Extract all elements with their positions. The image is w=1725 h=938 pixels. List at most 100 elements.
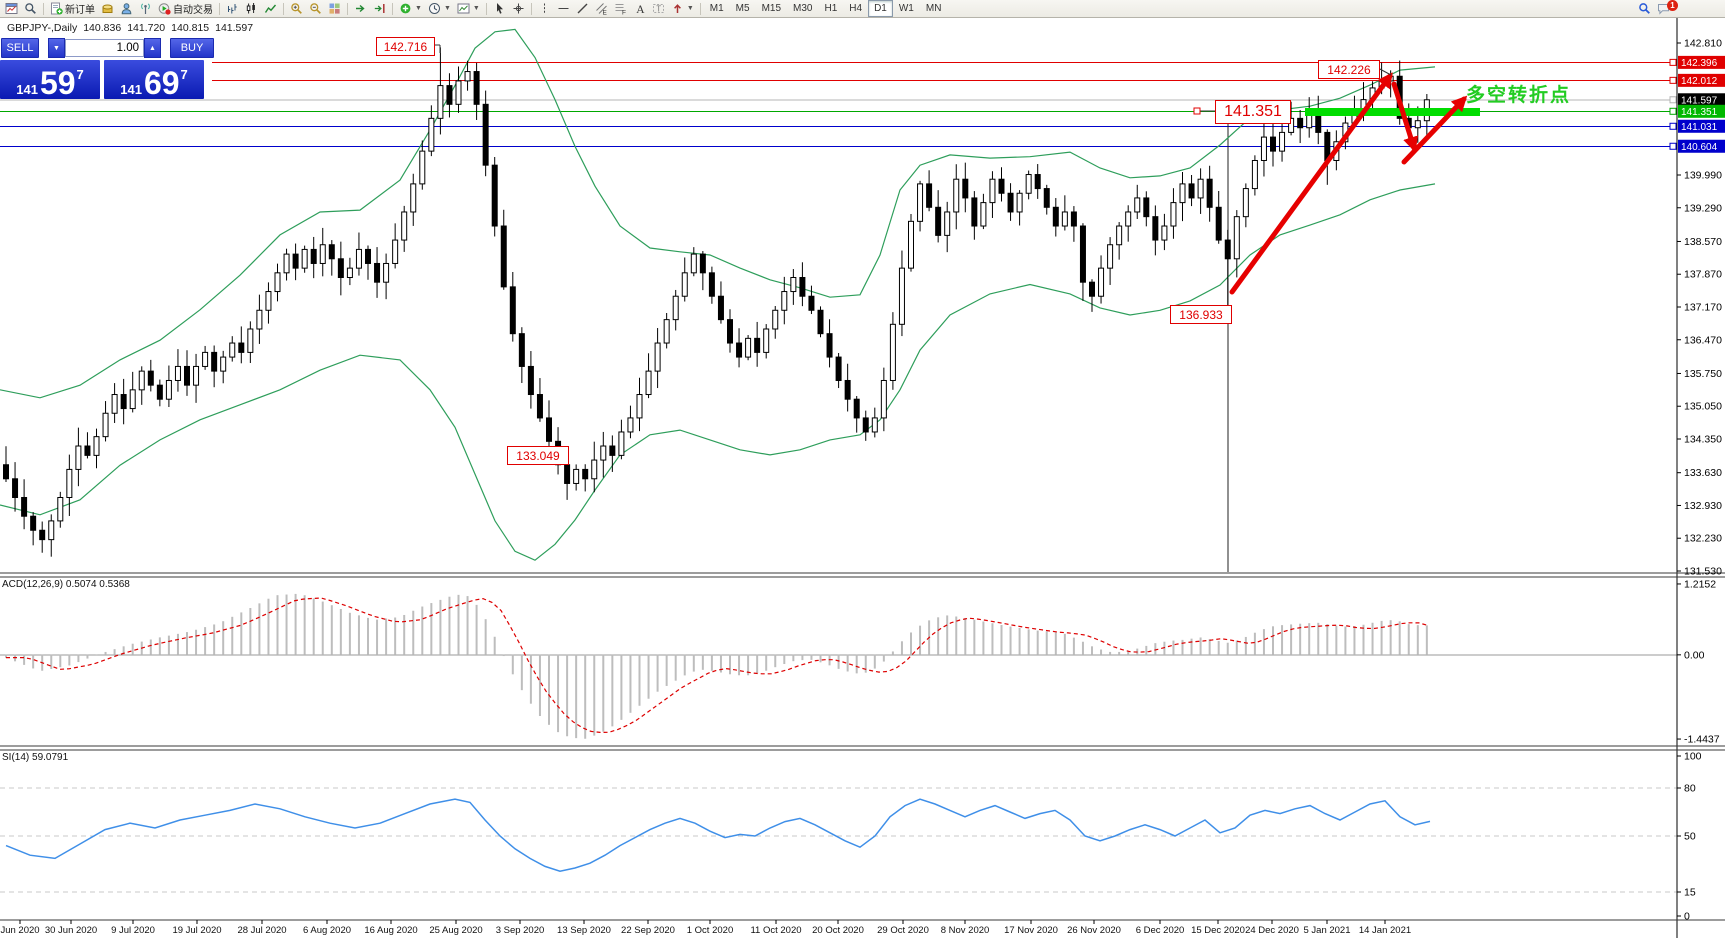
cursor-tool-button[interactable] <box>490 0 509 17</box>
text-label-tool-button[interactable]: T <box>649 0 668 17</box>
auto-scroll-button[interactable] <box>351 0 370 17</box>
indicators-list-button[interactable]: ▼ <box>396 0 425 17</box>
svg-text:11 Oct 2020: 11 Oct 2020 <box>750 925 801 936</box>
svg-text:137.870: 137.870 <box>1684 269 1722 281</box>
ohlc-close: 141.597 <box>215 22 254 34</box>
price-annotation[interactable]: 133.049 <box>507 446 569 465</box>
sell-price-pipette: 7 <box>76 67 84 82</box>
price-annotation[interactable]: 136.933 <box>1170 305 1232 324</box>
volume-input[interactable]: 1.00 <box>65 39 144 57</box>
date-axis: Jun 2020 30 Jun 2020 9 Jul 2020 19 Jul 2020… <box>0 920 1411 936</box>
horizontal-line-tool-button[interactable] <box>554 0 573 17</box>
timeframe-m5[interactable]: M5 <box>735 3 750 14</box>
price-annotation[interactable]: 142.226 <box>1318 60 1380 79</box>
volume-decrease-button[interactable]: ▼ <box>48 38 65 58</box>
svg-text:28 Jul 2020: 28 Jul 2020 <box>237 925 286 936</box>
search-button[interactable] <box>1635 0 1654 17</box>
price-annotation[interactable]: 141.351 <box>1215 100 1291 124</box>
deposit-button[interactable] <box>98 0 117 17</box>
support-resistance-bar <box>1305 108 1480 116</box>
auto-trading-button[interactable]: 自动交易 <box>155 0 216 17</box>
chart-drawings[interactable] <box>433 44 1480 295</box>
vertical-line-tool-button[interactable] <box>535 0 554 17</box>
fibonacci-tool-button[interactable]: F <box>611 0 630 17</box>
autotrade-icon <box>158 2 171 15</box>
sell-price-figure: 141 <box>16 82 38 97</box>
vline-tool-icon <box>538 2 551 15</box>
svg-text:25 Aug 2020: 25 Aug 2020 <box>429 925 482 936</box>
new-order-button[interactable]: 新订单 <box>47 0 98 17</box>
svg-text:141.031: 141.031 <box>1681 122 1718 133</box>
channel-tool-icon: E <box>595 2 608 15</box>
templates-button[interactable]: ▼ <box>454 0 483 17</box>
notification-badge: 1 <box>1667 0 1678 11</box>
candlestick-mode-button[interactable] <box>242 0 261 17</box>
indicators-icon <box>399 2 412 15</box>
label-tool-icon: T <box>652 2 665 15</box>
svg-text:136.470: 136.470 <box>1684 334 1722 346</box>
timeframe-m30[interactable]: M30 <box>793 3 813 14</box>
zoom-out-icon <box>309 2 322 15</box>
bar-chart-mode-button[interactable] <box>223 0 242 17</box>
volume-increase-button[interactable]: ▲ <box>144 38 161 58</box>
timeframe-h4[interactable]: H4 <box>849 3 863 14</box>
timeframe-mn[interactable]: MN <box>925 3 942 14</box>
svg-text:5 Jan 2021: 5 Jan 2021 <box>1303 925 1350 936</box>
trendline-tool-button[interactable] <box>573 0 592 17</box>
svg-text:140.604: 140.604 <box>1681 142 1718 153</box>
notifications-button[interactable]: 1 <box>1654 0 1681 17</box>
buy-button[interactable]: BUY <box>170 38 214 58</box>
bull-bear-pivot-note[interactable]: 多空转折点 <box>1466 85 1572 106</box>
sell-button[interactable]: SELL <box>1 38 39 58</box>
timeframe-h1[interactable]: H1 <box>824 3 838 14</box>
timeframe-w1[interactable]: W1 <box>898 3 914 14</box>
trend-arrow <box>1391 81 1419 153</box>
buy-price-pipette: 7 <box>180 67 188 82</box>
chevron-down-icon: ▼ <box>686 5 694 12</box>
svg-text:Jun 2020: Jun 2020 <box>0 925 39 936</box>
chevron-down-icon: ▼ <box>443 5 451 12</box>
market-watch-button[interactable] <box>21 0 40 17</box>
toolbar-separator <box>347 2 348 15</box>
new-chart-button[interactable] <box>2 0 21 17</box>
sell-price-pips: 59 <box>39 65 76 102</box>
line-chart-mode-button[interactable] <box>261 0 280 17</box>
trend-arrow <box>1401 95 1468 165</box>
buy-price-display[interactable]: 141 69 7 <box>104 60 204 99</box>
new-order-label: 新订单 <box>65 5 95 16</box>
chart-shift-button[interactable] <box>370 0 389 17</box>
svg-text:141.597: 141.597 <box>1681 95 1718 106</box>
template-icon <box>457 2 470 15</box>
crosshair-tool-button[interactable] <box>509 0 528 17</box>
equidistant-channel-tool-button[interactable]: E <box>592 0 611 17</box>
timeframe-d1[interactable]: D1 <box>868 0 893 17</box>
ohlc-high: 141.720 <box>127 22 166 34</box>
svg-text:30 Jun 2020: 30 Jun 2020 <box>45 925 97 936</box>
text-tool-icon: A <box>633 2 646 15</box>
timeframe-m1[interactable]: M1 <box>709 3 724 14</box>
svg-text:T: T <box>656 5 661 14</box>
svg-text:A: A <box>636 4 645 15</box>
tile-windows-button[interactable] <box>325 0 344 17</box>
zoom-out-button[interactable] <box>306 0 325 17</box>
toolbar-separator <box>485 2 487 15</box>
signals-button[interactable] <box>136 0 155 17</box>
svg-text:0: 0 <box>1684 911 1690 923</box>
svg-text:1.2152: 1.2152 <box>1684 578 1716 590</box>
periods-button[interactable]: ▼ <box>425 0 454 17</box>
sell-price-display[interactable]: 141 59 7 <box>0 60 100 99</box>
clock-icon <box>428 2 441 15</box>
arrows-tool-button[interactable]: ▼ <box>668 0 697 17</box>
svg-text:133.630: 133.630 <box>1684 467 1722 479</box>
price-annotation[interactable]: 142.716 <box>376 37 435 56</box>
ohlc-low: 140.815 <box>171 22 210 34</box>
svg-text:0.00: 0.00 <box>1684 649 1705 661</box>
text-tool-button[interactable]: A <box>630 0 649 17</box>
community-button[interactable] <box>117 0 136 17</box>
svg-text:139.290: 139.290 <box>1684 202 1722 214</box>
svg-text:-1.4437: -1.4437 <box>1684 734 1720 746</box>
timeframe-group: M1 M5 M15 M30 H1 H4 D1 W1 MN <box>704 0 948 17</box>
timeframe-m15[interactable]: M15 <box>761 3 782 14</box>
zoom-in-button[interactable] <box>287 0 306 17</box>
